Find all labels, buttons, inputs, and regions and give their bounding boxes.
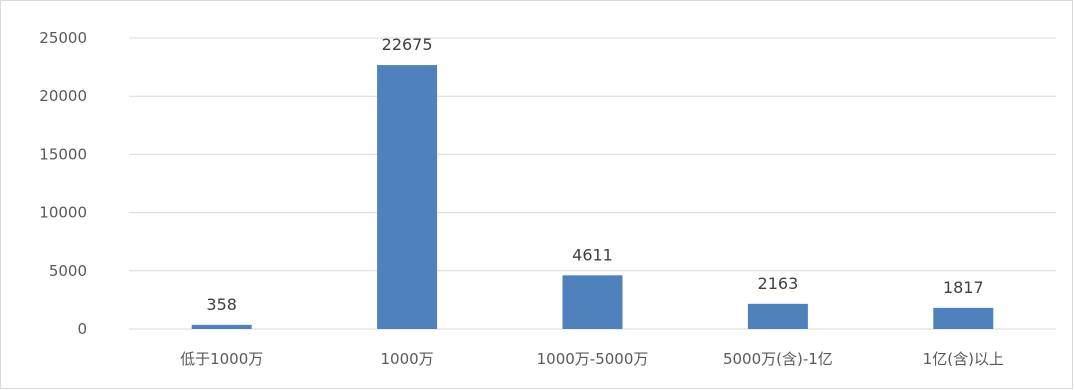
y-tick-label: 20000 — [39, 87, 87, 105]
y-tick-label: 0 — [77, 320, 87, 338]
bar — [933, 308, 993, 329]
data-label: 358 — [206, 295, 237, 314]
bar — [748, 304, 808, 329]
x-category-label: 1亿(含)以上 — [923, 350, 1004, 368]
data-label: 22675 — [382, 35, 433, 54]
bars — [192, 65, 994, 329]
y-tick-label: 5000 — [49, 262, 87, 280]
x-category-label: 1000万-5000万 — [537, 350, 649, 368]
data-label: 2163 — [758, 274, 799, 293]
y-tick-label: 15000 — [39, 145, 87, 163]
bar — [377, 65, 437, 329]
x-category-label: 5000万(含)-1亿 — [723, 350, 833, 368]
bar — [192, 325, 252, 329]
y-tick-label: 25000 — [39, 29, 87, 47]
x-category-label: 1000万 — [381, 350, 434, 368]
data-label: 1817 — [943, 278, 984, 297]
bar — [563, 275, 623, 329]
x-category-label: 低于1000万 — [180, 350, 263, 368]
x-axis-categories: 低于1000万 1000万 1000万-5000万 5000万(含)-1亿 1亿(含)以… — [180, 350, 1004, 368]
data-labels: 358 22675 4611 2163 1817 — [206, 35, 983, 314]
y-tick-label: 10000 — [39, 204, 87, 222]
y-axis-ticks: 0 5000 10000 15000 20000 25000 — [39, 29, 87, 338]
data-label: 4611 — [572, 245, 613, 264]
